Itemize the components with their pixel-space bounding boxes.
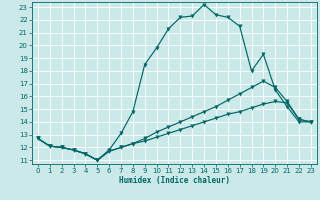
X-axis label: Humidex (Indice chaleur): Humidex (Indice chaleur) bbox=[119, 176, 230, 185]
